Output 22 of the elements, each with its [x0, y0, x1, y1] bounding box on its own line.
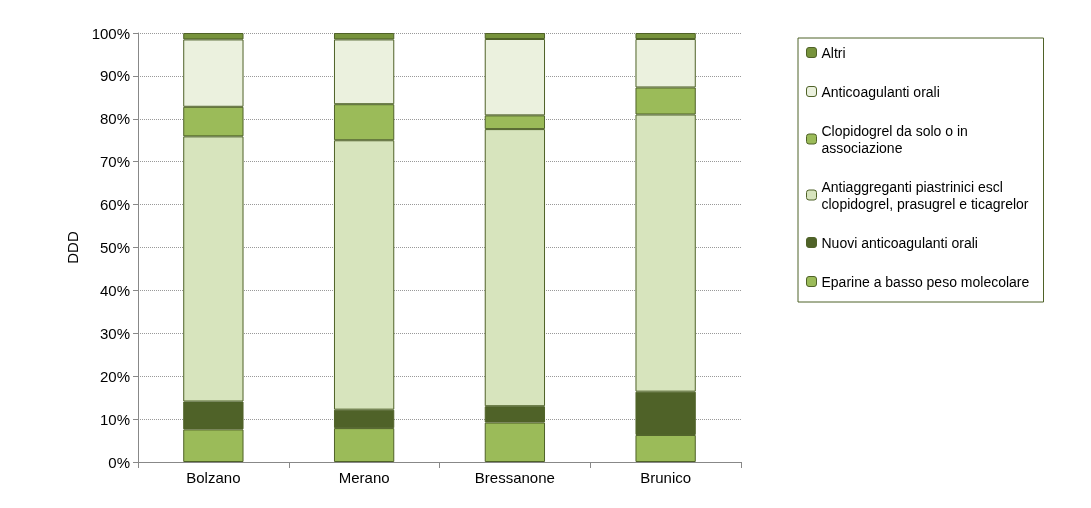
y-tick-label: 70% — [99, 153, 130, 171]
y-tick-label: 40% — [99, 281, 130, 299]
x-tick-label: Bolzano — [186, 469, 241, 486]
legend-label: Antiaggreganti piastrinici escl clopidogrel, prasugrel e ticagrelor — [821, 178, 1029, 212]
y-axis-title: DDD — [64, 231, 81, 264]
x-tick-label: Brunico — [640, 469, 692, 486]
legend-label: Anticoagulanti orali — [821, 83, 940, 100]
legend-label: Nuovi anticoagulanti orali — [821, 234, 978, 251]
y-tick-label: 10% — [99, 410, 130, 428]
y-tick-label: 30% — [99, 324, 130, 342]
x-tick-label: Bressanone — [474, 469, 555, 486]
y-tick-label: 60% — [99, 196, 130, 214]
legend-label: Clopidogrel da solo o in associazione — [821, 122, 972, 156]
y-tick-label: 90% — [99, 67, 130, 85]
y-tick-label: 50% — [99, 239, 130, 256]
legend-label: Eparine a basso peso molecolare — [821, 273, 1030, 290]
y-tick-label: 0% — [108, 453, 130, 471]
y-tick-label: 20% — [99, 367, 130, 385]
legend-label: Altri — [821, 44, 846, 61]
y-tick-label: 100% — [91, 24, 130, 42]
y-tick-label: 80% — [99, 110, 130, 128]
x-tick-label: Merano — [338, 469, 390, 486]
